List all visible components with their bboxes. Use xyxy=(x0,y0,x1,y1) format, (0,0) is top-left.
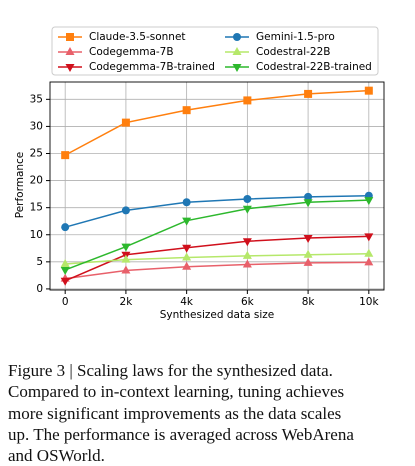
marker xyxy=(304,89,313,98)
marker xyxy=(121,118,130,127)
marker xyxy=(304,192,313,201)
y-tick-label: 20 xyxy=(30,175,43,187)
marker xyxy=(121,265,131,274)
marker xyxy=(66,33,74,41)
marker xyxy=(60,277,70,286)
series-line xyxy=(64,199,369,271)
series-line xyxy=(64,195,369,228)
y-tick-label: 35 xyxy=(30,93,43,105)
marker xyxy=(60,259,70,267)
marker xyxy=(242,205,252,214)
marker xyxy=(242,259,252,268)
caption-line: Compared to in-context learning, tuning … xyxy=(8,382,345,402)
caption-line: Figure 3 | Scaling laws for the synthesi… xyxy=(8,361,333,380)
marker xyxy=(364,248,374,257)
marker xyxy=(243,96,252,105)
marker xyxy=(364,86,373,95)
y-tick-label: 30 xyxy=(30,120,43,132)
legend-box xyxy=(51,26,379,76)
marker xyxy=(303,249,313,258)
series-line xyxy=(64,235,369,282)
marker xyxy=(65,64,75,72)
marker xyxy=(242,250,252,259)
legend-label: Codegemma-7B-trained xyxy=(89,61,215,73)
marker xyxy=(232,64,242,72)
x-tick-label: 4k xyxy=(180,296,194,308)
marker xyxy=(182,106,191,115)
marker xyxy=(232,47,242,55)
y-tick-label: 0 xyxy=(36,283,43,295)
legend: Claude-3.5-sonnet Codegemma-7B Codegemma-7… xyxy=(51,26,379,76)
legend-label: Codestral-22B xyxy=(256,46,331,58)
series-line xyxy=(64,89,369,156)
series-line xyxy=(65,252,369,265)
marker xyxy=(182,198,191,207)
caption-line: and OSWorld. xyxy=(8,446,105,466)
marker xyxy=(65,47,75,55)
marker xyxy=(303,235,313,243)
legend-label: Codestral-22B-trained xyxy=(256,61,372,73)
marker xyxy=(182,252,192,261)
marker xyxy=(242,238,252,247)
x-axis-label: Synthesized data size xyxy=(160,309,274,321)
caption: Figure 3 | Scaling laws for the synthesi… xyxy=(8,360,354,466)
marker xyxy=(60,266,70,275)
y-tick-label: 10 xyxy=(30,229,43,241)
x-tick-label: 10k xyxy=(359,296,379,308)
marker xyxy=(182,244,192,253)
legend-label: Claude-3.5-sonnet xyxy=(89,31,186,43)
marker xyxy=(61,151,70,160)
marker xyxy=(121,206,130,215)
x-tick-label: 2k xyxy=(120,296,134,308)
y-tick-label: 5 xyxy=(36,256,43,268)
legend-label: Gemini-1.5-pro xyxy=(256,31,335,43)
marker xyxy=(121,254,131,263)
plot-frame xyxy=(49,81,385,291)
marker xyxy=(182,261,192,270)
y-axis-label: Performance xyxy=(14,152,26,219)
x-tick-label: 6k xyxy=(241,296,255,308)
marker xyxy=(233,33,241,41)
x-tick-label: 8k xyxy=(302,296,316,308)
marker xyxy=(121,243,131,252)
marker xyxy=(364,197,374,206)
chart: Synthesized data size Performance 0 5 10 15… xyxy=(14,26,385,321)
marker xyxy=(182,217,192,226)
y-tick-label: 25 xyxy=(30,148,43,160)
series-line xyxy=(65,261,369,280)
caption-line: more significant improvements as the dat… xyxy=(8,403,342,423)
caption-line: up. The performance is averaged across W… xyxy=(8,424,354,444)
marker xyxy=(61,223,70,232)
legend-label: Codegemma-7B xyxy=(89,46,174,58)
marker xyxy=(364,257,374,266)
y-tick-label: 15 xyxy=(30,202,43,214)
x-tick-label: 0 xyxy=(62,296,69,308)
marker xyxy=(303,257,313,266)
marker xyxy=(364,233,374,242)
marker xyxy=(243,195,252,203)
marker xyxy=(303,199,313,208)
